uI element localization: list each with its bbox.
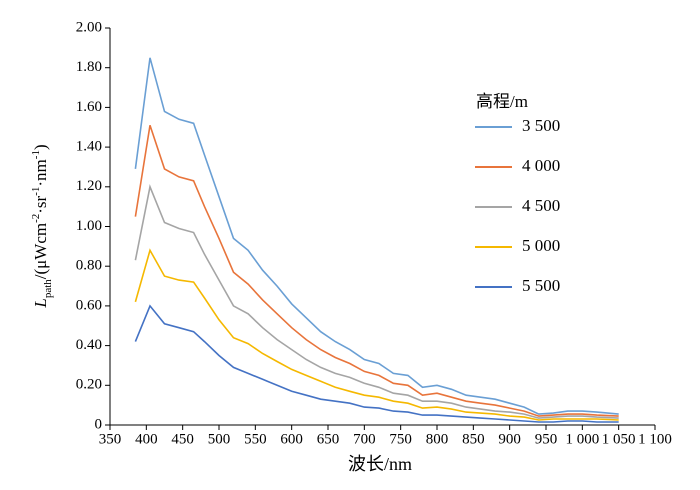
y-tick-label: 1.60 <box>76 99 102 115</box>
x-tick-label: 900 <box>498 431 521 447</box>
y-axis-label: Lpath/(μWcm-2·sr-1·nm-1) <box>30 144 54 308</box>
y-axis-label-part: L <box>31 298 50 308</box>
legend-label: 4 000 <box>522 156 560 175</box>
y-tick-label: 1.00 <box>76 218 102 234</box>
line <box>134 184 619 419</box>
y-tick-label: 1.80 <box>76 59 102 75</box>
line <box>134 57 619 415</box>
x-tick-label: 950 <box>535 431 558 447</box>
y-tick-label: 0.60 <box>76 297 102 313</box>
legend-label: 3 500 <box>522 116 560 135</box>
y-tick-label: 2.00 <box>76 19 102 35</box>
y-tick-label: 0.20 <box>76 377 102 393</box>
legend-title: 高程/m <box>476 92 528 111</box>
y-tick-label: 1.40 <box>76 139 102 155</box>
legend-label: 5 500 <box>522 276 560 295</box>
y-tick-label: 1.20 <box>76 178 102 194</box>
x-tick-label: 750 <box>389 431 412 447</box>
x-tick-label: 1 100 <box>638 431 672 447</box>
y-axis-label-part: path <box>42 279 54 298</box>
y-axis-label-part: /(μWcm <box>31 223 50 279</box>
x-tick-label: 650 <box>317 431 340 447</box>
line <box>134 248 619 421</box>
y-axis-label-part: -1 <box>30 150 42 159</box>
x-tick-label: 850 <box>462 431 485 447</box>
x-tick-label: 1 000 <box>565 431 599 447</box>
x-tick-label: 600 <box>280 431 303 447</box>
x-tick-label: 350 <box>99 431 122 447</box>
y-tick-label: 0 <box>95 416 103 432</box>
y-axis-label-part: -1 <box>30 187 42 196</box>
line <box>134 304 619 423</box>
y-axis-label-part: ·nm <box>31 159 50 186</box>
y-tick-label: 0.80 <box>76 258 102 274</box>
y-axis-label-part: ) <box>31 144 50 150</box>
x-tick-label: 700 <box>353 431 376 447</box>
x-axis-label: 波长/nm <box>348 454 412 474</box>
line <box>134 125 619 417</box>
x-tick-label: 550 <box>244 431 267 447</box>
y-axis-label-part: ·sr <box>31 195 50 213</box>
y-axis-label-part: -2 <box>30 214 42 223</box>
y-tick-label: 0.40 <box>76 337 102 353</box>
legend-label: 5 000 <box>522 236 560 255</box>
legend-label: 4 500 <box>522 196 560 215</box>
x-tick-label: 1 050 <box>602 431 636 447</box>
x-tick-label: 450 <box>171 431 194 447</box>
x-tick-label: 500 <box>208 431 231 447</box>
x-tick-label: 400 <box>135 431 158 447</box>
x-tick-label: 800 <box>426 431 449 447</box>
